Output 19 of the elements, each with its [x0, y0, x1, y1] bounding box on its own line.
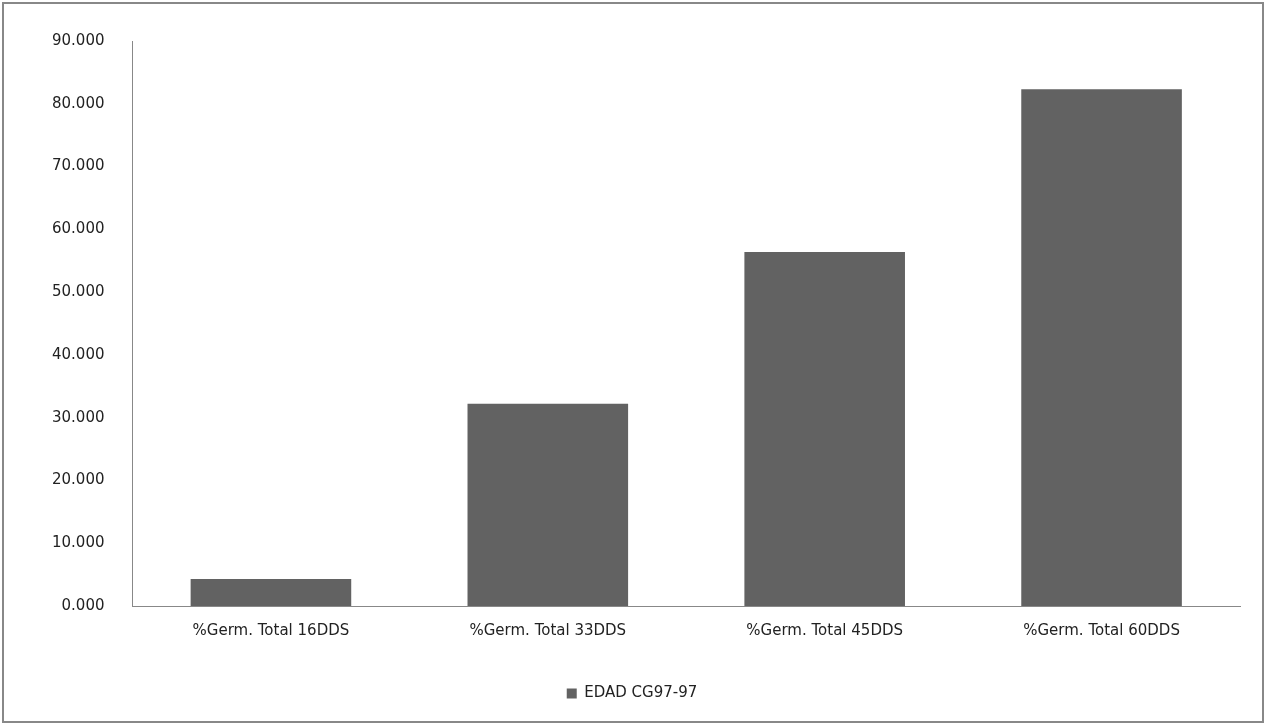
y-tick-label: 10.000 [51, 533, 105, 552]
y-tick-label: 70.000 [51, 156, 105, 175]
y-tick-label: 50.000 [51, 282, 105, 300]
bar [744, 251, 905, 606]
y-tick-label: 30.000 [51, 407, 105, 426]
y-tick-label: 60.000 [51, 219, 105, 238]
bar [467, 403, 629, 606]
x-tick-label: %Germ. Total 16DDS [192, 620, 350, 639]
x-tick-label: %Germ. Total 45DDS [746, 620, 904, 639]
y-tick-label: 80.000 [51, 93, 105, 112]
x-tick-label: %Germ. Total 60DDS [1023, 620, 1180, 639]
bar [190, 579, 352, 606]
legend-label: EDAD CG97-97 [584, 683, 698, 702]
bar [1021, 89, 1182, 606]
y-tick-label: 40.000 [51, 344, 105, 363]
x-tick-label: %Germ. Total 33DDS [469, 620, 627, 639]
y-tick-label: 0.000 [61, 595, 105, 614]
y-tick-label: 90.000 [51, 30, 105, 49]
y-tick-label: 20.000 [51, 470, 105, 489]
